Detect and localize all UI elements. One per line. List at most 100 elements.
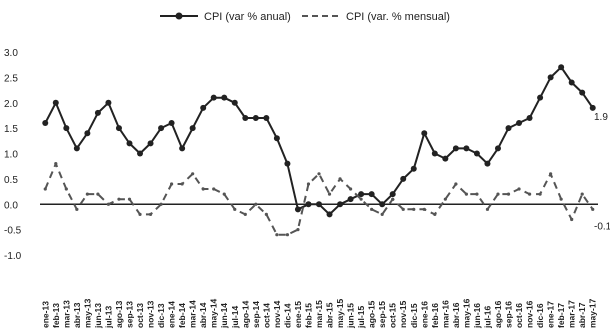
x-tick-label: ago-15 [367,300,377,328]
x-tick-label: ago-13 [114,300,124,328]
data-point [284,160,291,167]
x-tick-label: nov-16 [525,300,535,328]
data-point [431,150,438,157]
legend: CPI (var % anual) CPI (var. % mensual) [160,11,450,23]
end-label: 1.9 [594,112,608,123]
x-tick-label: oct-16 [514,303,524,328]
data-point [210,94,217,101]
data-point [505,125,512,132]
x-tick-label: feb-14 [177,303,187,328]
data-point [105,99,112,106]
data-point [243,212,247,216]
y-tick-label: -0.5 [4,226,22,237]
data-point [506,192,511,196]
x-tick-label: feb-13 [51,303,61,328]
data-point [106,202,111,206]
x-tick-label: oct-15 [388,303,398,328]
x-axis: ene-13 feb-13 mar-13 abr-13 may-13 jun-13 jul-… [40,298,597,329]
data-point [84,130,91,137]
y-tick-label: 2.0 [4,99,18,110]
end-label: -0.1 [594,221,610,232]
data-point [138,212,142,216]
x-tick-label: jun-14 [219,303,229,329]
data-point [231,99,238,106]
y-tick-label: 1.5 [4,124,18,135]
data-point [137,150,144,157]
data-point [115,125,122,132]
data-point [252,114,259,121]
data-point [473,150,480,157]
data-point [254,202,258,206]
x-tick-label: ene-15 [293,301,303,328]
data-point [242,114,249,121]
data-point [475,192,479,196]
y-tick-label: -1.0 [4,251,22,262]
data-point [159,202,163,206]
data-point [494,145,501,152]
data-point [370,207,374,211]
x-tick-label: abr-13 [72,302,82,328]
x-tick-label: feb-17 [556,303,566,328]
x-tick-label: sep-14 [251,301,261,328]
data-point [558,64,565,71]
data-point [389,191,396,198]
data-point [305,201,312,208]
data-point [126,140,133,147]
data-point [359,197,363,201]
data-point [180,182,184,186]
x-tick-label: ene-17 [546,301,556,328]
data-point [127,197,132,201]
end-labels: 1.9 -0.1 [594,112,610,233]
legend-label-mensual: CPI (var. % mensual) [346,11,450,23]
data-point [452,145,459,152]
data-point [568,79,575,86]
data-point [538,192,542,196]
x-tick-label: abr-17 [577,302,587,328]
data-point [147,140,154,147]
data-point [454,182,458,186]
data-point [43,187,47,191]
x-tick-label: jun-15 [346,303,356,329]
data-point [442,155,449,162]
data-point [189,125,196,132]
x-tick-label: dic-14 [282,303,292,328]
x-tick-label: mar-14 [188,300,198,328]
x-tick-label: dic-16 [535,303,545,328]
y-tick-label: 2.5 [4,73,18,84]
x-tick-label: jun-13 [93,303,103,329]
data-point [73,145,80,152]
data-point [117,197,121,201]
x-tick-label: jul-15 [356,306,366,329]
data-point [52,99,59,106]
data-point [294,206,301,213]
x-tick-label: may-16 [461,298,471,328]
data-point [168,120,175,127]
data-point [285,233,290,237]
data-point [368,191,375,198]
x-tick-label: jul-14 [230,306,240,329]
x-tick-label: sep-16 [504,301,514,328]
data-point [401,207,405,211]
data-point [327,192,332,196]
x-tick-label: mar-16 [440,300,450,328]
x-tick-label: jun-16 [472,303,482,329]
data-point [496,192,500,196]
data-point [347,196,354,203]
x-tick-label: may-13 [82,298,92,328]
data-point [485,207,490,211]
data-point [433,212,437,216]
data-point [410,165,417,172]
data-point [273,135,280,142]
legend-label-anual: CPI (var % anual) [204,11,291,23]
data-point [264,212,268,216]
x-tick-label: may-15 [335,298,345,328]
x-tick-label: dic-13 [156,303,166,328]
data-point [338,177,342,181]
x-tick-label: may-14 [209,298,219,328]
data-point [463,145,470,152]
data-point [589,104,596,111]
series-group [42,64,596,237]
x-tick-label: ago-14 [240,300,250,328]
data-point [201,187,205,191]
